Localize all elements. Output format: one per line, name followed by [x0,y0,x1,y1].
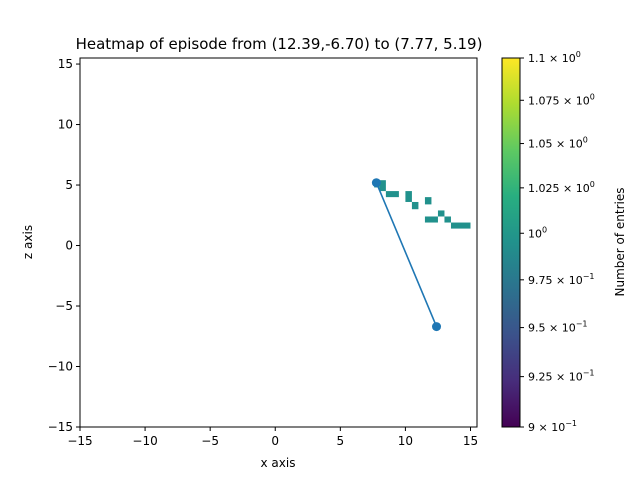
path-line [375,182,438,327]
colorbar-tick-label: 1.1 × 100 [528,50,581,65]
heatmap-cells [374,180,471,229]
colorbar-label: Number of entries [613,188,627,297]
y-tick-label: 0 [65,239,73,253]
colorbar-tick-label: 1.025 × 100 [528,180,595,195]
y-tick-label: 15 [58,57,73,71]
y-tick-label: −5 [55,299,73,313]
heatmap-cell [437,210,445,217]
heatmap-cell [424,216,438,223]
heatmap-cell [385,191,399,198]
x-tick-label: −15 [67,434,92,448]
colorbar-ticks: 9 × 10−1 9.25 × 10−1 9.5 × 10−1 9.75 × 10−1… [520,50,595,434]
x-ticks: −15 −10 −5 0 5 10 15 [67,427,478,448]
chart-title: Heatmap of episode from (12.39,-6.70) to… [76,35,483,53]
x-tick-label: −5 [201,434,219,448]
plot-frame [79,57,478,428]
y-tick-label: 5 [65,178,73,192]
colorbar-tick-label: 9.5 × 10−1 [528,320,588,335]
heatmap-cell [424,197,432,205]
path-point [371,178,381,188]
path-point [432,322,442,332]
colorbar-tick-label: 9.75 × 10−1 [528,272,595,287]
x-tick-label: 0 [271,434,279,448]
colorbar [501,57,521,428]
x-tick-label: 5 [337,434,345,448]
y-tick-label: −15 [48,420,73,434]
y-axis-label: z axis [21,225,35,259]
y-tick-label: −10 [48,360,73,374]
x-axis-label: x axis [261,456,296,470]
x-tick-label: −10 [132,434,157,448]
y-tick-label: 10 [58,118,73,132]
heatmap-cell [444,216,451,223]
colorbar-tick-label: 1.05 × 100 [528,136,588,151]
colorbar-tick-label: 1.075 × 100 [528,92,595,107]
colorbar-tick-label: 100 [528,225,547,240]
heatmap-cell [450,222,471,229]
x-tick-label: 10 [398,434,413,448]
heatmap-cell [379,180,386,192]
colorbar-tick-label: 9 × 10−1 [528,419,577,434]
colorbar-tick-label: 9.25 × 10−1 [528,369,595,384]
episode-path [371,178,442,332]
heatmap-cell [411,201,419,210]
x-tick-label: 15 [463,434,478,448]
heatmap-cell [405,191,412,202]
y-ticks: −15 −10 −5 0 5 10 15 [48,57,80,434]
